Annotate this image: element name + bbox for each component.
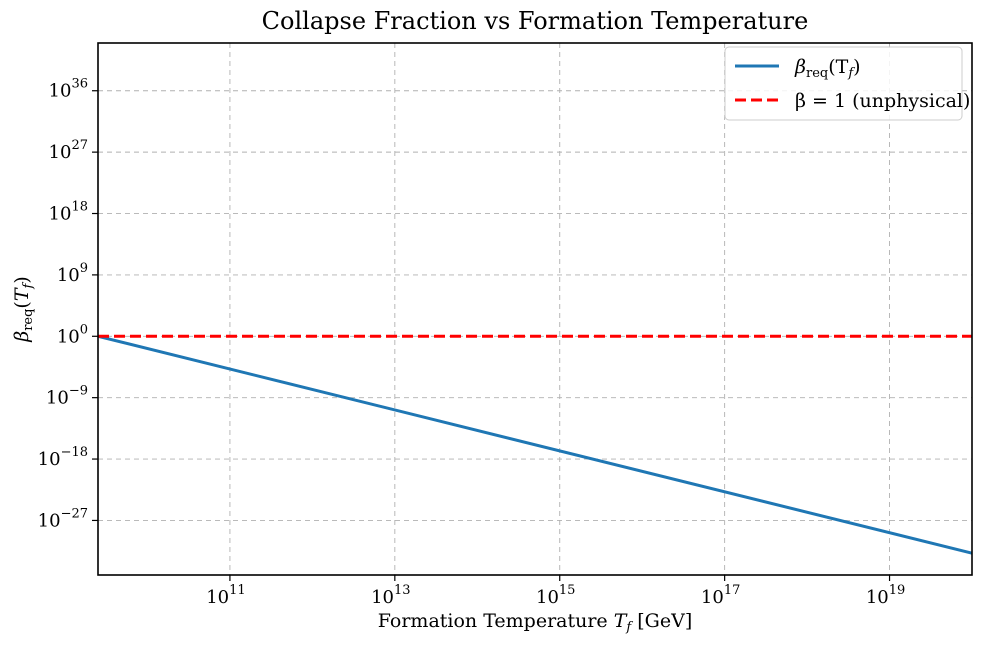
y-tick-label: 1027 xyxy=(49,138,88,163)
legend-beta-req-rest: (T xyxy=(828,56,848,78)
x-tick-label: 1019 xyxy=(866,583,905,608)
y-tick-exponent: −27 xyxy=(61,506,88,521)
y-tick-base: 10 xyxy=(49,81,72,102)
x-tick-exponent: 15 xyxy=(559,583,576,598)
y-tick-base: 10 xyxy=(57,265,80,286)
x-tick-base: 10 xyxy=(371,587,394,608)
x-tick-label: 1015 xyxy=(536,583,575,608)
legend-beta-req-close: ) xyxy=(853,56,860,78)
grid xyxy=(98,43,972,575)
x-tick-label: 1017 xyxy=(701,583,740,608)
legend: βreq(Tf) β = 1 (unphysical) xyxy=(724,46,970,121)
y-tick-label: 10−18 xyxy=(38,445,88,470)
y-tick-exponent: 9 xyxy=(80,261,88,276)
x-tick-base: 10 xyxy=(206,587,229,608)
y-axis-label-beta: β xyxy=(11,331,33,343)
y-tick-exponent: −18 xyxy=(61,445,88,460)
x-tick-exponent: 13 xyxy=(394,583,411,598)
y-axis-label-close: ) xyxy=(11,276,33,283)
x-axis-label-var: T xyxy=(614,610,628,632)
y-tick-exponent: 36 xyxy=(71,77,88,92)
y-tick-exponent: −9 xyxy=(69,384,88,399)
y-tick-base: 10 xyxy=(57,326,80,347)
y-tick-base: 10 xyxy=(46,388,69,409)
legend-entry-beta-req: βreq(Tf) xyxy=(794,56,861,81)
chart-title: Collapse Fraction vs Formation Temperatu… xyxy=(262,7,809,35)
x-tick-base: 10 xyxy=(701,587,724,608)
series-line-0 xyxy=(97,334,973,555)
y-tick-base: 10 xyxy=(49,142,72,163)
y-tick-label: 10−27 xyxy=(38,506,88,531)
y-tick-label: 10−9 xyxy=(46,384,88,409)
x-axis-label: Formation Temperature Tf [GeV] xyxy=(378,610,692,635)
x-tick-exponent: 17 xyxy=(724,583,741,598)
y-tick-base: 10 xyxy=(49,204,72,225)
x-tick-label: 1013 xyxy=(371,583,410,608)
y-tick-base: 10 xyxy=(38,449,61,470)
legend-beta-req-main: β xyxy=(794,56,806,78)
x-tick-label: 1011 xyxy=(206,583,245,608)
y-tick-exponent: 18 xyxy=(71,200,88,215)
y-axis-label-open: ( xyxy=(11,301,33,308)
series-group xyxy=(97,334,973,555)
legend-box xyxy=(724,46,963,121)
y-tick-exponent: 0 xyxy=(80,322,88,337)
x-axis-label-unit: [GeV] xyxy=(631,610,692,632)
legend-beta-req-rest-sub: f xyxy=(847,66,855,81)
y-tick-label: 100 xyxy=(57,322,88,347)
y-axis-label-var-sub: f xyxy=(21,281,36,289)
legend-beta-req-sub: req xyxy=(806,66,828,81)
x-axis-label-sub: f xyxy=(625,620,633,635)
y-axis-label-var: T xyxy=(11,287,33,301)
y-tick-base: 10 xyxy=(38,510,61,531)
x-axis-label-text: Formation Temperature xyxy=(378,610,614,632)
x-tick-base: 10 xyxy=(866,587,889,608)
x-tick-exponent: 19 xyxy=(889,583,906,598)
y-tick-label: 1018 xyxy=(49,200,88,225)
plot-frame xyxy=(97,42,973,576)
x-tick-base: 10 xyxy=(536,587,559,608)
y-tick-label: 1036 xyxy=(49,77,88,102)
y-axis-label: βreq(Tf) xyxy=(11,276,36,343)
x-ticks: 1011 1013 1015 1017 1019 xyxy=(206,575,905,608)
legend-entry-beta-one: β = 1 (unphysical) xyxy=(795,90,970,112)
y-axis-label-sub: req xyxy=(21,309,36,331)
y-tick-exponent: 27 xyxy=(71,138,88,153)
x-tick-exponent: 11 xyxy=(229,583,246,598)
y-tick-label: 109 xyxy=(57,261,88,286)
